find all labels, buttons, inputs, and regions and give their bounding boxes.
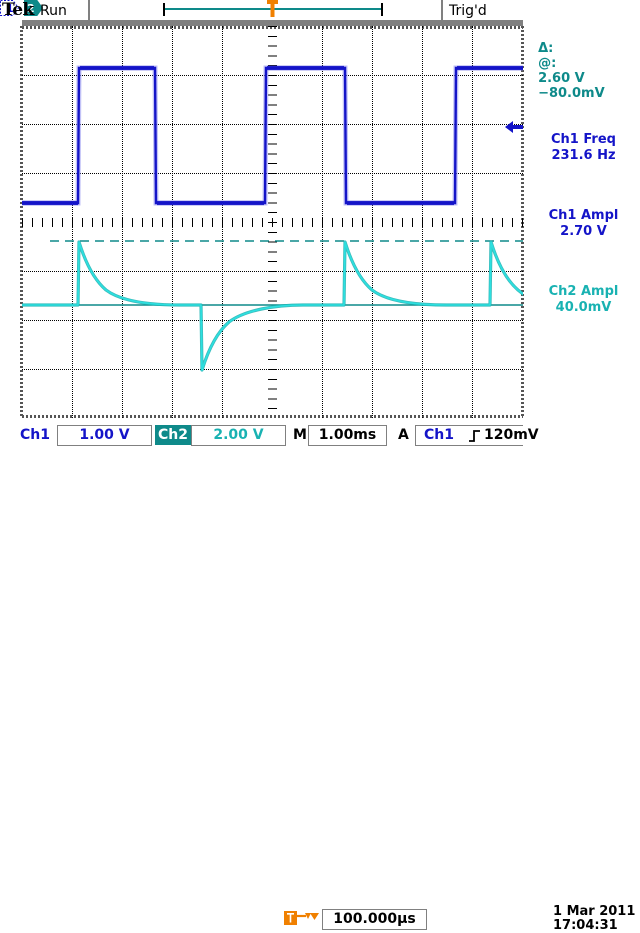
measurement-value: 231.6 Hz [551, 148, 616, 163]
bottom-settings-bar: Ch1 1.00 V Ch2 2.00 V M 1.00ms A Ch1 120… [0, 424, 640, 448]
cursor-delta-label: Δ: [538, 41, 554, 56]
ch2-trace-core [22, 241, 523, 371]
trigger-level-arrow-icon[interactable] [505, 120, 523, 134]
time-display: 17:04:31 [553, 918, 618, 933]
cursor-delta-value: 2.60 V [538, 71, 585, 86]
waveform-traces [22, 65, 523, 372]
tek-logo: Tek [2, 0, 34, 20]
date-display: 1 Mar 2011 [553, 904, 636, 919]
center-horizontal-axis-ticks [22, 218, 523, 227]
trigger-prefix: A [398, 427, 409, 443]
cursor-at-value: −80.0mV [538, 86, 605, 101]
trigger-delay-T-icon [284, 911, 297, 925]
status-separator-left [88, 0, 90, 20]
graticule-left-ticks [20, 26, 23, 418]
measurement-label: Ch1 Freq [551, 132, 616, 147]
status-separator-right [441, 0, 443, 20]
svg-text:2: 2 [27, 2, 35, 15]
ch1-scale-field[interactable]: 1.00 V [57, 425, 152, 446]
trigger-status: Trig'd [449, 3, 487, 19]
measurement-ch1-ampl[interactable]: Ch1 Ampl 2.70 V [527, 208, 640, 240]
measurement-ch2-ampl[interactable]: Ch2 Ampl 40.0mV [527, 284, 640, 316]
ch2-scale-field[interactable]: 2.00 V [191, 425, 286, 446]
measurement-label: Ch2 Ampl [548, 284, 619, 299]
cursor-delta-readout: Δ: 2.60 V [529, 26, 640, 86]
measurement-label: Ch1 Ampl [548, 208, 619, 223]
measurement-ch1-freq[interactable]: Ch1 Freq 231.6 Hz [527, 132, 640, 164]
rising-edge-icon [469, 430, 480, 442]
ch1-position-marker[interactable]: 1 [0, 0, 20, 16]
delay-value-field[interactable]: 100.000µs [322, 909, 427, 930]
trigger-level: 120mV [484, 427, 539, 443]
ch1-label[interactable]: Ch1 [20, 427, 50, 443]
trigger-field[interactable]: Ch1 120mV [415, 425, 539, 446]
cursor-at-label: @: [538, 56, 557, 71]
timebase-field[interactable]: 1.00ms [308, 425, 387, 446]
measurement-value: 40.0mV [555, 300, 612, 315]
delay-bar: 100.000µs 1 Mar 2011 17:04:31 [0, 452, 640, 933]
trigger-T-icon[interactable] [265, 0, 280, 17]
ch2-trace [22, 240, 523, 372]
timebase-ruler [22, 20, 523, 26]
cursor-at-readout: @: −80.0mV [529, 41, 640, 101]
ch1-trace-noise [22, 65, 523, 206]
record-length-bracket [163, 3, 383, 16]
measurement-panel: Ch1 Freq 231.6 Hz Ch1 Ampl 2.70 V Ch2 Am… [527, 22, 640, 418]
ch1-trace [22, 66, 523, 205]
ch2-position-marker[interactable]: 2 [24, 0, 44, 16]
ch2-label[interactable]: Ch2 [155, 425, 191, 445]
trigger-source: Ch1 [424, 427, 454, 443]
ch1-trace-glow [22, 65, 523, 206]
measurement-value: 2.70 V [560, 224, 607, 239]
svg-text:1: 1 [6, 2, 14, 15]
delay-direction-arrow-icon [297, 913, 319, 920]
top-status-bar: Tek Run Trig'd [0, 0, 640, 22]
acquisition-run-state[interactable]: Run [40, 3, 67, 19]
timebase-prefix: M [293, 427, 307, 443]
waveform-graticule[interactable] [20, 26, 524, 418]
